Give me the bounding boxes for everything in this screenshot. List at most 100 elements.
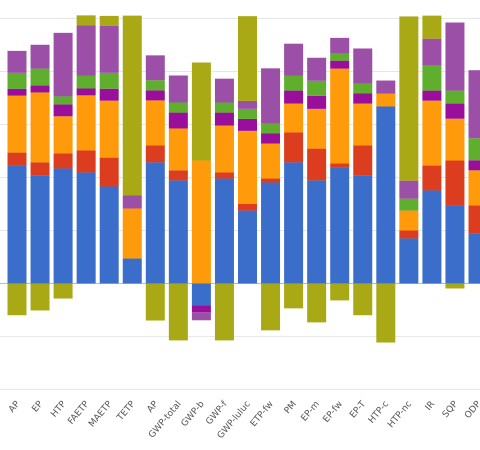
bar-segment bbox=[330, 60, 350, 69]
x-tick-label: EP bbox=[31, 399, 46, 414]
bar-segment bbox=[399, 16, 419, 181]
bar-segment bbox=[468, 170, 480, 206]
x-tick-label: GWP-b bbox=[180, 399, 207, 429]
bar-segment bbox=[76, 75, 96, 89]
bar-segment bbox=[238, 130, 257, 204]
bar-segment bbox=[7, 88, 27, 96]
bar-segment bbox=[307, 148, 327, 181]
bar-segment bbox=[261, 178, 281, 183]
x-tick-label: AP bbox=[7, 399, 22, 415]
bar-segment bbox=[7, 152, 27, 166]
bar-segment bbox=[30, 85, 50, 93]
bar-segment bbox=[214, 283, 234, 341]
bar-segment bbox=[307, 80, 327, 96]
bar-segment bbox=[168, 75, 188, 103]
bar-segment bbox=[145, 283, 165, 321]
bar-segment bbox=[99, 88, 119, 101]
bar-segment bbox=[399, 198, 419, 211]
bar-segment bbox=[353, 83, 373, 94]
bar-segment bbox=[168, 112, 188, 129]
bar-segment bbox=[353, 93, 373, 104]
x-tick-label: ODP bbox=[463, 399, 480, 421]
bar-segment bbox=[122, 208, 142, 259]
bar-segment bbox=[214, 112, 234, 126]
bar-segment bbox=[76, 25, 96, 76]
bar-segment bbox=[284, 103, 304, 133]
bar-segment bbox=[445, 283, 465, 289]
bar-segment bbox=[422, 165, 442, 191]
bar-segment bbox=[261, 68, 281, 124]
x-tick-label: SQP bbox=[441, 399, 461, 420]
bar-segment bbox=[53, 283, 73, 299]
bar-segment bbox=[330, 167, 350, 284]
bar-segment bbox=[30, 162, 50, 176]
bar-segment bbox=[445, 90, 465, 104]
bar-segment bbox=[214, 125, 234, 173]
bar-segment bbox=[99, 25, 119, 73]
bar-segment bbox=[422, 100, 442, 166]
bar-segment bbox=[168, 170, 188, 181]
bar-segment bbox=[399, 230, 419, 239]
bar-segment bbox=[53, 168, 73, 284]
bar-segment bbox=[214, 178, 234, 284]
bar-segment bbox=[284, 90, 304, 104]
bar-segment bbox=[376, 106, 396, 284]
x-tick-label: MAETP bbox=[87, 399, 115, 429]
bar-segment bbox=[191, 312, 211, 321]
bar-segment bbox=[99, 100, 119, 158]
bar-segment bbox=[330, 37, 350, 54]
bar-segment bbox=[53, 32, 73, 97]
bar-segment bbox=[145, 55, 165, 81]
bar-segment bbox=[261, 123, 281, 134]
bar-segment bbox=[468, 233, 480, 284]
bar-segment bbox=[122, 15, 142, 196]
bar-segment bbox=[422, 65, 442, 91]
bar-segment bbox=[7, 165, 27, 284]
bar-segment bbox=[238, 16, 257, 101]
bar-segment bbox=[7, 50, 27, 73]
bar-segment bbox=[7, 72, 27, 89]
bar-segment bbox=[261, 133, 281, 144]
bar-segment bbox=[376, 80, 396, 94]
bar-segment bbox=[376, 93, 396, 107]
bar-segment bbox=[422, 190, 442, 284]
x-tick-label: EP-T bbox=[348, 399, 368, 420]
bar-segment bbox=[468, 70, 480, 139]
bar-segment bbox=[145, 100, 165, 146]
x-tick-label: EP-fw bbox=[322, 400, 345, 425]
bar-segment bbox=[261, 143, 281, 179]
bar-segment bbox=[99, 72, 119, 89]
bar-segment bbox=[30, 283, 50, 311]
bar-segment bbox=[422, 15, 442, 39]
bar-segment bbox=[7, 283, 27, 316]
bar-segment bbox=[468, 160, 480, 171]
bar-segment bbox=[76, 95, 96, 151]
bar-segment bbox=[168, 283, 188, 341]
bar-segment bbox=[76, 88, 96, 96]
bar-segment bbox=[53, 96, 73, 105]
x-tick-label: TETP bbox=[115, 399, 138, 424]
bar-segment bbox=[330, 53, 350, 61]
bar-segment bbox=[30, 44, 50, 69]
bar-segment bbox=[238, 210, 257, 284]
x-tick-label: HTP-nc bbox=[386, 399, 414, 430]
bar-segment bbox=[99, 186, 119, 284]
bar-segment bbox=[261, 283, 281, 331]
bar-segment bbox=[330, 68, 350, 164]
bar-segment bbox=[307, 180, 327, 284]
bar-segment bbox=[353, 175, 373, 284]
bar-segment bbox=[76, 15, 96, 26]
bar-segment bbox=[168, 180, 188, 284]
bar-segment bbox=[30, 68, 50, 86]
bar-segment bbox=[353, 283, 373, 316]
bar-segment bbox=[145, 80, 165, 91]
bar-segment bbox=[7, 95, 27, 153]
bar-segment bbox=[399, 180, 419, 199]
bar-segment bbox=[168, 102, 188, 113]
bar-segment bbox=[376, 283, 396, 343]
bar-segment bbox=[122, 258, 142, 284]
bar-segment bbox=[399, 238, 419, 284]
bar-segment bbox=[76, 150, 96, 173]
bar-segment bbox=[53, 116, 73, 154]
bar-segment bbox=[53, 104, 73, 117]
